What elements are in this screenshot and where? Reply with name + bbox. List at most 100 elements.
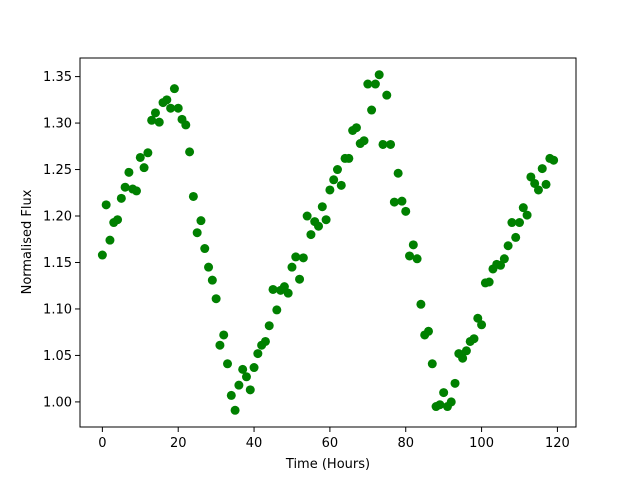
data-point	[314, 221, 324, 231]
data-point	[427, 359, 437, 369]
y-axis-ticks: 1.00 1.05 1.10 1.15 1.20 1.25 1.30 1.35	[43, 70, 80, 410]
data-point	[260, 336, 270, 346]
data-point	[382, 90, 392, 100]
data-point	[484, 277, 494, 287]
data-point	[272, 305, 282, 315]
data-point	[446, 397, 456, 407]
data-point	[253, 349, 263, 359]
data-point	[135, 152, 145, 162]
data-point	[219, 330, 229, 340]
data-point	[435, 400, 445, 410]
data-point	[518, 203, 528, 213]
data-point	[359, 136, 369, 146]
data-point	[234, 380, 244, 390]
data-point	[204, 262, 214, 272]
data-point	[113, 215, 123, 225]
data-point	[317, 202, 327, 212]
data-point	[541, 179, 551, 189]
data-point	[370, 79, 380, 89]
data-point	[374, 70, 384, 80]
data-point	[401, 206, 411, 216]
data-point	[503, 241, 513, 251]
data-point	[477, 320, 487, 330]
data-point	[105, 235, 115, 245]
data-point	[389, 197, 399, 207]
data-point	[386, 139, 396, 149]
y-tick-label: 1.00	[43, 395, 72, 410]
data-point	[150, 108, 160, 118]
data-point	[238, 364, 248, 374]
data-point	[169, 84, 179, 94]
data-point	[226, 390, 236, 400]
data-point	[408, 240, 418, 250]
data-point	[97, 250, 107, 260]
data-point	[450, 378, 460, 388]
data-point	[507, 218, 517, 228]
data-point	[458, 353, 468, 363]
data-point	[211, 294, 221, 304]
data-point	[120, 182, 130, 192]
data-point	[329, 175, 339, 185]
y-tick-label: 1.10	[43, 302, 72, 317]
data-point	[321, 215, 331, 225]
data-point	[196, 216, 206, 226]
data-point	[207, 275, 217, 285]
data-point	[249, 363, 259, 373]
data-point	[101, 200, 111, 210]
data-point	[306, 230, 316, 240]
data-point	[423, 326, 433, 336]
x-tick-label: 100	[469, 436, 494, 451]
data-point	[351, 123, 361, 133]
data-point	[416, 299, 426, 309]
data-point	[154, 117, 164, 127]
x-axis-ticks: 0 20 40 60 80 100 120	[98, 427, 570, 451]
data-point	[147, 115, 157, 125]
y-tick-label: 1.20	[43, 210, 72, 225]
data-point	[166, 103, 176, 113]
data-point	[522, 210, 532, 220]
x-tick-label: 0	[98, 436, 106, 451]
data-point	[181, 120, 191, 130]
y-tick-label: 1.35	[43, 70, 72, 85]
x-tick-label: 20	[170, 436, 187, 451]
data-point	[223, 359, 233, 369]
data-point	[537, 164, 547, 174]
data-point	[439, 388, 449, 398]
data-point	[473, 313, 483, 323]
data-point	[412, 254, 422, 264]
data-point	[295, 274, 305, 284]
data-point	[287, 262, 297, 272]
data-point	[132, 186, 142, 196]
data-point	[279, 282, 289, 292]
data-point	[325, 185, 335, 195]
data-point	[461, 346, 471, 356]
x-tick-label: 40	[246, 436, 263, 451]
data-point	[264, 321, 274, 331]
data-point	[363, 79, 373, 89]
data-point	[173, 103, 183, 113]
data-point	[116, 193, 126, 203]
data-point	[215, 340, 225, 350]
data-point	[514, 218, 524, 228]
data-point	[526, 172, 536, 182]
y-tick-label: 1.25	[43, 163, 72, 178]
data-point	[162, 95, 172, 105]
data-point	[344, 153, 354, 163]
data-point	[143, 148, 153, 158]
data-point	[397, 196, 407, 206]
data-point	[530, 178, 540, 188]
data-point	[533, 185, 543, 195]
data-point	[139, 163, 149, 173]
data-point	[188, 191, 198, 201]
data-point	[124, 167, 134, 177]
data-point	[185, 147, 195, 157]
data-point	[332, 165, 342, 175]
data-point	[378, 139, 388, 149]
data-point	[241, 372, 251, 382]
data-point	[499, 254, 509, 264]
data-point	[302, 211, 312, 221]
data-point	[230, 405, 240, 415]
y-axis-label: Normalised Flux	[20, 189, 35, 294]
data-point	[496, 260, 506, 270]
